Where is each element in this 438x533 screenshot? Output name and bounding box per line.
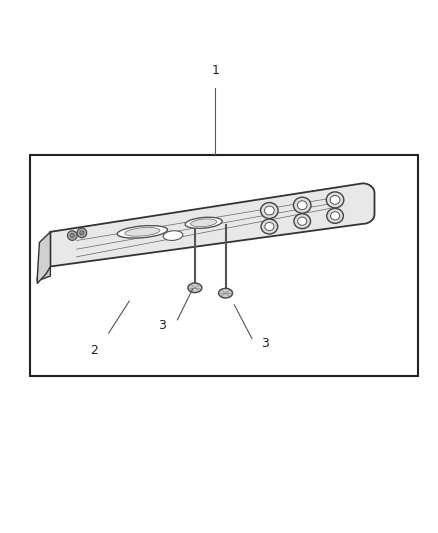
Ellipse shape [80, 231, 84, 235]
Ellipse shape [261, 219, 278, 234]
Text: 1: 1 [212, 64, 219, 77]
Ellipse shape [293, 197, 311, 213]
Ellipse shape [261, 203, 278, 219]
Polygon shape [37, 266, 50, 281]
Ellipse shape [188, 283, 202, 293]
Ellipse shape [77, 228, 87, 238]
Text: 2: 2 [90, 344, 98, 357]
Ellipse shape [219, 288, 233, 298]
Ellipse shape [298, 217, 307, 225]
Ellipse shape [331, 212, 339, 220]
Polygon shape [37, 232, 50, 284]
Ellipse shape [191, 219, 217, 227]
Ellipse shape [117, 225, 167, 238]
Ellipse shape [70, 233, 74, 238]
Ellipse shape [297, 201, 307, 209]
Ellipse shape [330, 196, 340, 204]
Text: 3: 3 [158, 319, 166, 332]
Text: 3: 3 [261, 337, 268, 350]
Polygon shape [50, 183, 374, 266]
Ellipse shape [294, 214, 311, 229]
Bar [30, 155, 418, 376]
Ellipse shape [125, 228, 160, 236]
Ellipse shape [327, 208, 343, 223]
Ellipse shape [265, 222, 274, 231]
Ellipse shape [326, 192, 344, 208]
Ellipse shape [163, 231, 183, 240]
Ellipse shape [265, 206, 274, 215]
Ellipse shape [67, 231, 77, 240]
Ellipse shape [185, 217, 222, 228]
